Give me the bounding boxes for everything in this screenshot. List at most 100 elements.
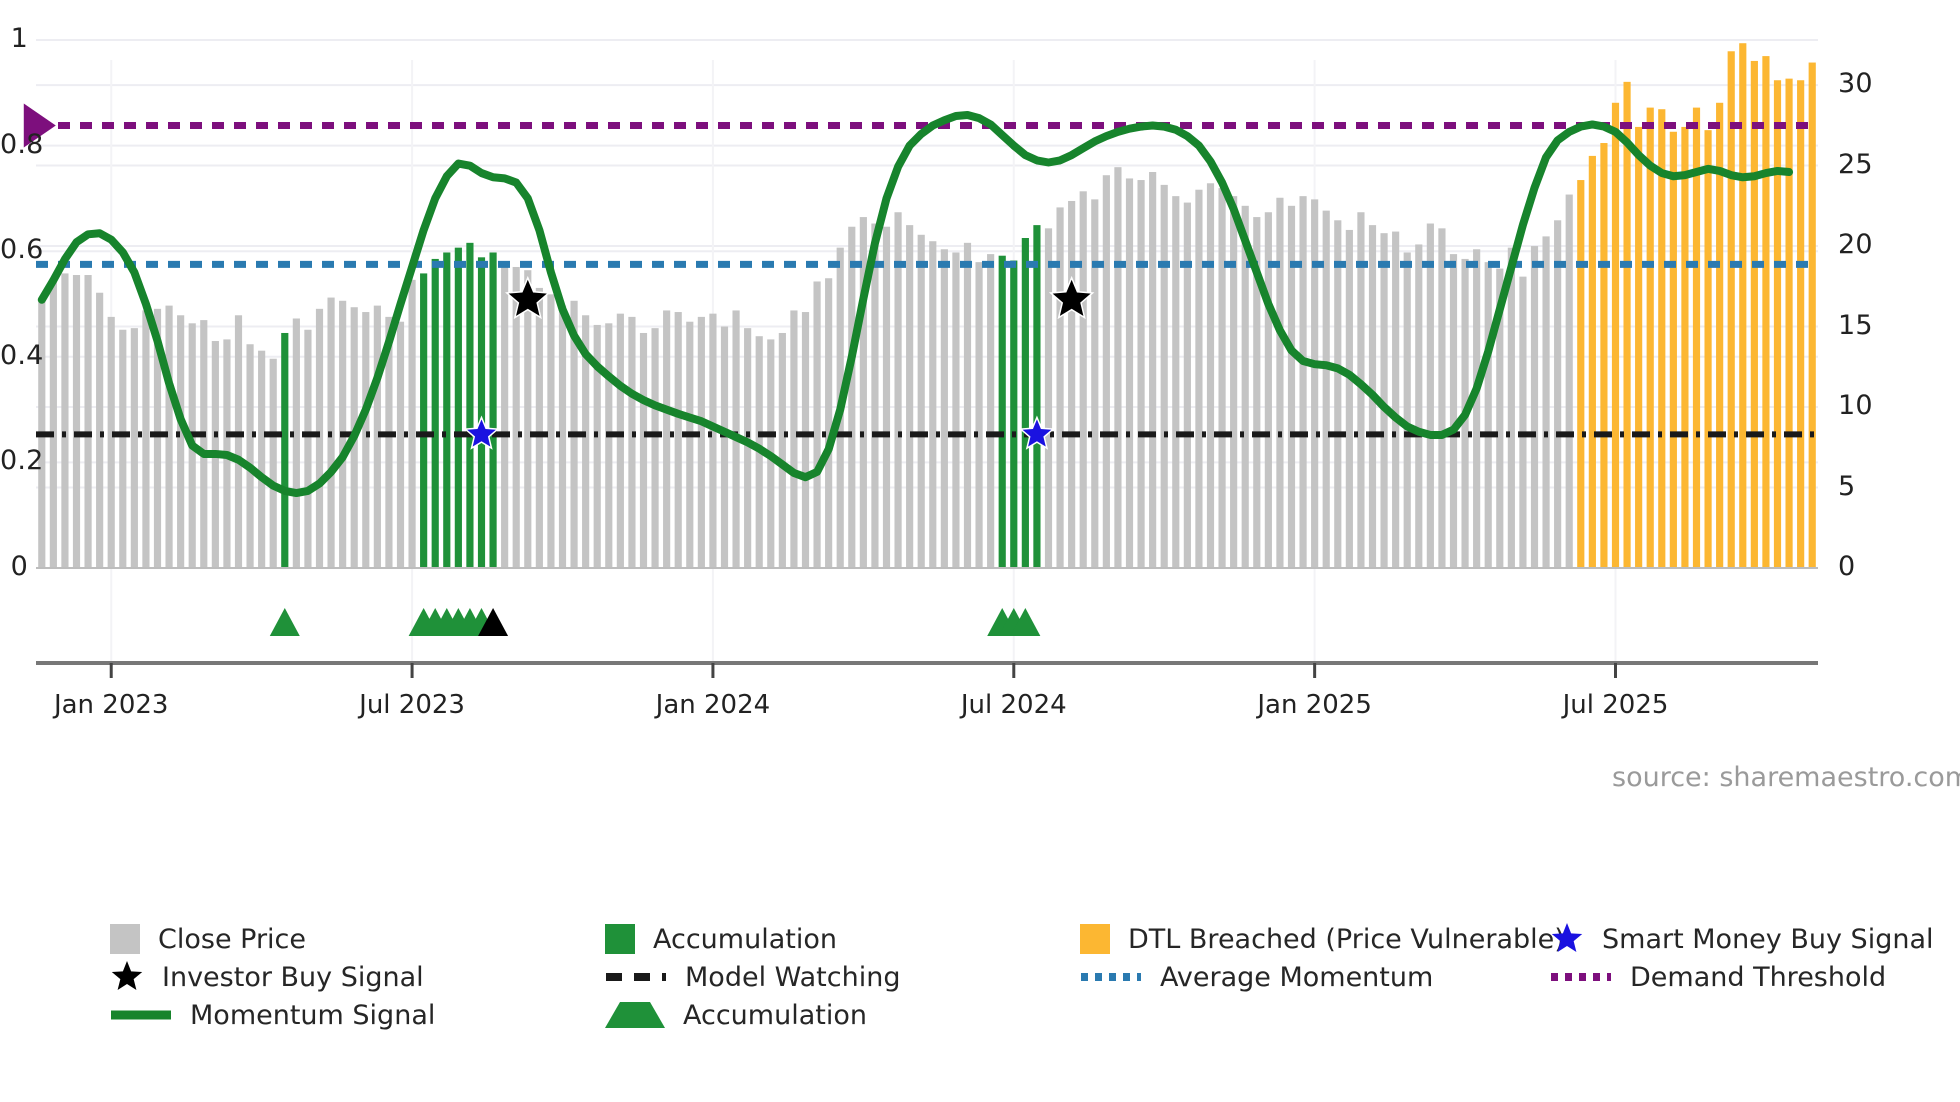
legend-star-icon bbox=[111, 961, 143, 990]
bar-close-price bbox=[72, 275, 81, 568]
bar-dtl-breached bbox=[1600, 143, 1608, 568]
legend-line-icon bbox=[1551, 973, 1611, 981]
bar-close-price bbox=[582, 315, 590, 568]
bar-accumulation bbox=[489, 252, 497, 569]
legend-accumulation-bar[interactable]: Accumulation bbox=[605, 920, 837, 958]
bar-close-price bbox=[1253, 217, 1261, 568]
chart-legend: Close Price Accumulation DTL Breached (Pri… bbox=[0, 920, 1960, 1050]
bar-close-price bbox=[686, 321, 694, 568]
bar-close-price bbox=[200, 320, 208, 568]
y-axis-right-tick: 15 bbox=[1838, 309, 1873, 341]
bar-accumulation bbox=[454, 247, 462, 568]
bar-dtl-breached bbox=[1669, 131, 1677, 568]
bar-close-price bbox=[362, 312, 370, 568]
bar-close-price bbox=[813, 281, 821, 568]
bar-close-price bbox=[547, 294, 555, 568]
bar-dtl-breached bbox=[1797, 80, 1805, 569]
bar-close-price bbox=[119, 329, 127, 568]
marker-accumulation-triangle bbox=[478, 608, 509, 636]
bar-close-price bbox=[906, 225, 914, 568]
bar-accumulation bbox=[466, 242, 474, 568]
bar-dtl-breached bbox=[1716, 102, 1724, 568]
bar-dtl-breached bbox=[1773, 80, 1782, 569]
gridlines bbox=[36, 39, 1818, 678]
legend-accumulation-triangle[interactable]: Accumulation bbox=[605, 996, 867, 1034]
marker-investor-buy-star bbox=[505, 275, 551, 320]
legend-star-icon bbox=[1551, 923, 1583, 952]
reference-lines bbox=[36, 122, 1818, 438]
bar-close-price bbox=[1125, 178, 1134, 568]
bar-close-price bbox=[292, 318, 300, 568]
bar-close-price bbox=[1449, 254, 1458, 568]
bar-close-price bbox=[49, 279, 57, 568]
bar-accumulation bbox=[998, 255, 1006, 568]
bar-close-price bbox=[304, 329, 312, 568]
bar-close-price bbox=[535, 287, 543, 568]
legend-dtl-breached[interactable]: DTL Breached (Price Vulnerable) bbox=[1080, 920, 1565, 958]
bar-close-price bbox=[1218, 188, 1226, 568]
legend-investor-buy[interactable]: Investor Buy Signal bbox=[110, 958, 424, 996]
bar-close-price bbox=[1334, 220, 1342, 569]
bar-dtl-breached bbox=[1692, 107, 1701, 569]
legend-item-label: Accumulation bbox=[683, 999, 867, 1031]
legend-close-price[interactable]: Close Price bbox=[110, 920, 306, 958]
x-axis-tick-label: Jan 2023 bbox=[53, 690, 169, 720]
bar-close-price bbox=[605, 323, 613, 568]
bar-close-price bbox=[1357, 212, 1365, 568]
marker-smart-money-star bbox=[463, 415, 500, 450]
bar-close-price bbox=[408, 279, 416, 568]
marker-investor-buy-star bbox=[1048, 275, 1095, 320]
x-axis-tick-label: Jul 2023 bbox=[359, 690, 465, 720]
bar-close-price bbox=[1044, 228, 1053, 568]
bar-close-price bbox=[778, 332, 786, 568]
x-axis-tick-label: Jul 2025 bbox=[1562, 690, 1669, 720]
bar-dtl-breached bbox=[1658, 109, 1666, 568]
bar-close-price bbox=[1230, 196, 1238, 568]
legend-item-label: Model Watching bbox=[685, 961, 901, 993]
bar-dtl-breached bbox=[1727, 51, 1735, 568]
bar-accumulation bbox=[1010, 260, 1018, 568]
bar-accumulation bbox=[1021, 238, 1029, 568]
bar-close-price bbox=[952, 252, 960, 569]
bar-close-price bbox=[975, 262, 983, 568]
bar-close-price bbox=[1530, 246, 1539, 569]
bar-close-price bbox=[1519, 276, 1527, 568]
legend-momentum-signal[interactable]: Momentum Signal bbox=[110, 996, 435, 1034]
legend-average-momentum[interactable]: Average Momentum bbox=[1080, 958, 1433, 996]
legend-model-watching[interactable]: Model Watching bbox=[605, 958, 900, 996]
bar-close-price bbox=[153, 308, 162, 568]
bar-close-price bbox=[1484, 262, 1492, 568]
bar-close-price bbox=[61, 273, 69, 568]
bar-close-price bbox=[1380, 233, 1388, 569]
bar-close-price bbox=[940, 249, 948, 568]
bar-close-price bbox=[1264, 212, 1272, 568]
bar-accumulation bbox=[477, 257, 486, 568]
bar-close-price bbox=[674, 312, 682, 568]
bar-close-price bbox=[709, 313, 717, 568]
y-axis-right-tick: 5 bbox=[1838, 470, 1856, 502]
bar-close-price bbox=[1426, 223, 1434, 568]
bar-close-price bbox=[1068, 200, 1076, 568]
bar-close-price bbox=[130, 328, 138, 568]
bar-close-price bbox=[720, 326, 729, 568]
bar-close-price bbox=[1091, 199, 1099, 569]
bar-dtl-breached bbox=[1646, 107, 1654, 569]
bar-close-price bbox=[165, 305, 173, 568]
bar-dtl-breached bbox=[1635, 126, 1643, 569]
legend-demand-threshold[interactable]: Demand Threshold bbox=[1550, 958, 1886, 996]
bar-close-price bbox=[1137, 180, 1145, 569]
bar-close-price bbox=[616, 313, 624, 568]
bar-close-price bbox=[234, 315, 243, 568]
bar-close-price bbox=[1403, 252, 1411, 569]
x-axis-tick-label: Jul 2024 bbox=[960, 690, 1067, 720]
bar-close-price bbox=[1473, 249, 1481, 568]
bar-close-price bbox=[917, 234, 925, 568]
bar-close-price bbox=[1160, 184, 1168, 568]
bar-accumulation bbox=[281, 332, 289, 568]
source-attribution: source: sharemaestro.com bbox=[1612, 762, 1960, 793]
bar-close-price bbox=[859, 217, 867, 568]
bar-accumulation bbox=[420, 273, 428, 568]
legend-smart-money[interactable]: Smart Money Buy Signal bbox=[1550, 920, 1934, 958]
legend-item-label: Momentum Signal bbox=[190, 999, 436, 1031]
bar-dtl-breached bbox=[1588, 155, 1596, 568]
